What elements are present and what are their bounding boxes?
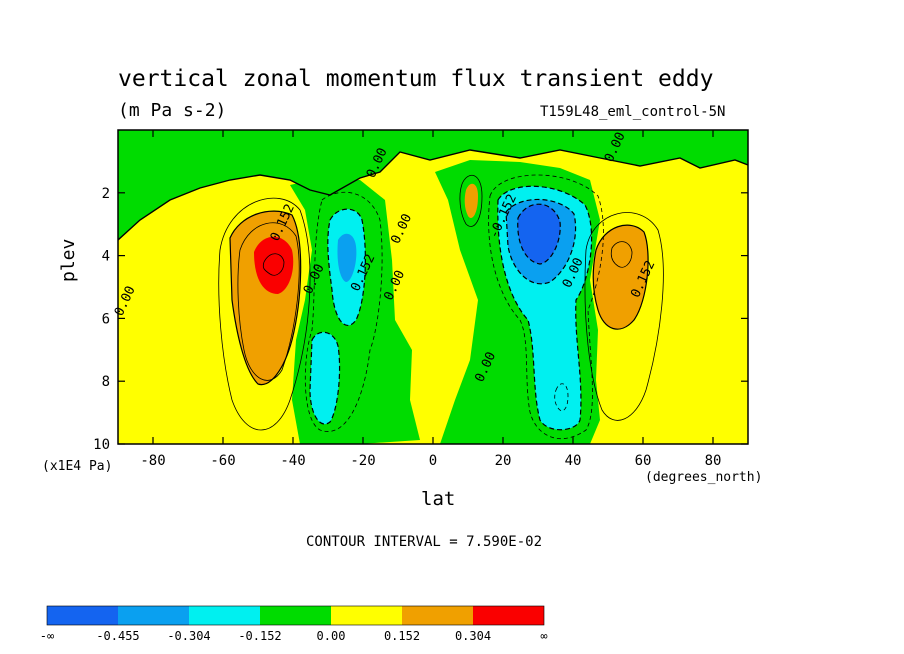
colorbar-swatch — [260, 606, 331, 625]
colorbar-swatch — [331, 606, 402, 625]
colorbar-label: 0.304 — [455, 629, 491, 643]
x-tick-label: 40 — [565, 453, 582, 469]
x-tick-label: -20 — [350, 453, 375, 469]
contour-line-nh-pos-1 — [584, 212, 664, 421]
fill-green-top — [118, 130, 748, 240]
y-tick-label: 2 — [102, 186, 110, 202]
fill-lightblue-sh-upper — [337, 233, 357, 282]
fill-red-sh — [254, 236, 294, 294]
contour-line-nh-pos-2 — [592, 224, 649, 330]
y-tick-label: 6 — [102, 311, 110, 327]
colorbar-swatch — [189, 606, 260, 625]
y-axis-units: (x1E4 Pa) — [42, 459, 113, 474]
contour-line-nh-neg-3 — [505, 198, 577, 285]
colorbar-swatch — [118, 606, 189, 625]
contour-line-sh-pos-3 — [229, 210, 302, 386]
contour-line-sh-neg-1 — [327, 208, 366, 326]
contour-line-nh-neg-1 — [488, 174, 604, 439]
y-tick-label: 4 — [102, 249, 110, 265]
colorbar-label: -∞ — [40, 629, 54, 643]
contour-line-sh-neg-3 — [309, 331, 341, 425]
contour-line-small-pos — [459, 174, 483, 227]
x-axis-units: (degrees_north) — [645, 470, 763, 485]
contour-line-sh-pos-2 — [237, 222, 300, 381]
contour-line-nh-neg-5 — [554, 383, 569, 412]
colorbar: -∞ -0.455 -0.304 -0.152 0.00 0.152 0.304 ∞ — [40, 605, 548, 643]
contour-line-nh-pos-3 — [610, 241, 633, 268]
y-tick-label: 8 — [102, 374, 110, 390]
fill-cyan-sh-lower — [310, 332, 340, 425]
filled-contours — [118, 130, 748, 444]
x-tick-label: -60 — [210, 453, 235, 469]
contour-line-nh-neg-4 — [517, 203, 561, 265]
colorbar-label: -0.152 — [238, 629, 281, 643]
fill-blue-nh — [517, 204, 561, 264]
contour-line-sh-pos-4 — [262, 253, 285, 276]
colorbar-swatch — [473, 606, 544, 625]
contour-line-sh-neg-2 — [304, 191, 383, 432]
x-tick-label: -40 — [280, 453, 305, 469]
run-label: T159L48_eml_control-5N — [540, 104, 726, 120]
x-tick-label: 0 — [429, 453, 437, 469]
colorbar-swatch — [47, 606, 118, 625]
x-tick-label: -80 — [140, 453, 165, 469]
fill-orange-nh-small — [464, 183, 478, 218]
x-axis-label: lat — [421, 488, 456, 510]
colorbar-frame — [46, 605, 545, 626]
colorbar-label: 0.152 — [384, 629, 420, 643]
contour-line-zero-top — [118, 149, 748, 241]
contour-line-sh-pos-1 — [218, 197, 311, 431]
y-tick-label: 10 — [93, 437, 110, 453]
chart-units: (m Pa s-2) — [118, 100, 227, 121]
x-tick-label: 60 — [635, 453, 652, 469]
colorbar-label: -0.455 — [96, 629, 139, 643]
colorbar-swatch — [402, 606, 473, 625]
colorbar-label: ∞ — [540, 629, 547, 643]
contour-interval-label: CONTOUR INTERVAL = 7.590E-02 — [306, 534, 543, 550]
x-tick-label: 20 — [495, 453, 512, 469]
axes: -80 -60 -40 -20 0 20 40 60 80 2 4 6 8 10 — [93, 130, 748, 469]
fill-orange-nh — [593, 225, 649, 330]
colorbar-label: 0.00 — [317, 629, 346, 643]
colorbar-label: -0.304 — [167, 629, 210, 643]
x-tick-label: 80 — [705, 453, 722, 469]
chart-title: vertical zonal momentum flux transient e… — [118, 66, 714, 92]
contour-lines — [118, 149, 748, 439]
